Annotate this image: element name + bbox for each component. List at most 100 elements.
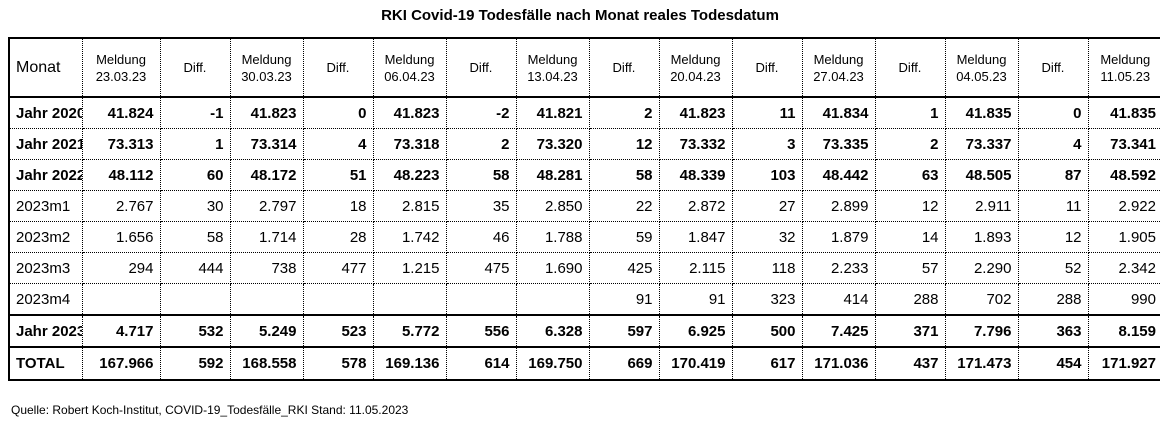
meldung-cell: 2.290: [944, 252, 1019, 284]
diff-cell: 12: [588, 128, 660, 160]
meldung-cell: 41.823: [658, 96, 733, 129]
meldung-cell: 41.824: [81, 96, 161, 129]
header-meldung: Meldung 30.03.23: [229, 37, 304, 98]
meldung-cell: 171.473: [944, 346, 1019, 381]
row-label: 2023m2: [8, 221, 83, 253]
diff-cell: -1: [159, 96, 231, 129]
table-row: Jahr 2022 48.112 60 48.172 51 48.223 58 48.281 5…: [8, 159, 1160, 191]
diff-cell: 614: [445, 346, 517, 381]
diff-cell: 35: [445, 190, 517, 222]
header-diff: Diff.: [874, 37, 946, 98]
meldung-cell: 1.742: [372, 221, 447, 253]
header-meldung: Meldung 06.04.23: [372, 37, 447, 98]
source-note: Quelle: Robert Koch-Institut, COVID-19_T…: [11, 403, 409, 417]
diff-cell: 58: [588, 159, 660, 191]
meldung-cell: 73.313: [81, 128, 161, 160]
header-meldung-label: Meldung: [241, 51, 292, 67]
row-label: Jahr 2023: [8, 314, 83, 348]
meldung-cell: 171.927: [1087, 346, 1160, 381]
row-label: 2023m3: [8, 252, 83, 284]
meldung-cell: 73.320: [515, 128, 590, 160]
diff-cell: 28: [302, 221, 374, 253]
meldung-cell: 2.797: [229, 190, 304, 222]
header-meldung-date: 11.05.23: [1100, 68, 1151, 84]
header-meldung-date: 20.04.23: [670, 68, 721, 84]
header-diff-label: Diff.: [612, 60, 636, 75]
meldung-cell: 2.767: [81, 190, 161, 222]
table-title: RKI Covid-19 Todesfälle nach Monat reale…: [381, 7, 779, 24]
meldung-cell: 1.656: [81, 221, 161, 253]
meldung-cell: 1.690: [515, 252, 590, 284]
header-meldung: Meldung 27.04.23: [801, 37, 876, 98]
diff-cell: 27: [731, 190, 803, 222]
meldung-cell: 170.419: [658, 346, 733, 381]
header-meldung-date: 27.04.23: [813, 68, 864, 84]
meldung-cell: 41.835: [1087, 96, 1160, 129]
diff-cell: 57: [874, 252, 946, 284]
meldung-cell: 73.332: [658, 128, 733, 160]
table-row: 2023m3 294 444 738 477 1.215 475 1.690 425 2.115 1…: [8, 252, 1160, 284]
diff-cell: 425: [588, 252, 660, 284]
diff-cell: 1: [874, 96, 946, 129]
header-meldung: Meldung 11.05.23: [1087, 37, 1160, 98]
diff-cell: 323: [731, 283, 803, 316]
meldung-cell: 294: [81, 252, 161, 284]
diff-cell: 371: [874, 314, 946, 348]
header-meldung-label: Meldung: [384, 51, 435, 67]
diff-cell: 2: [445, 128, 517, 160]
diff-cell: 532: [159, 314, 231, 348]
header-diff: Diff.: [588, 37, 660, 98]
meldung-cell: 1.788: [515, 221, 590, 253]
diff-cell: [445, 283, 517, 316]
meldung-cell: 2.342: [1087, 252, 1160, 284]
diff-cell: 477: [302, 252, 374, 284]
diff-cell: 4: [302, 128, 374, 160]
diff-cell: [159, 283, 231, 316]
meldung-cell: 6.328: [515, 314, 590, 348]
meldung-cell: 169.750: [515, 346, 590, 381]
header-meldung-date: 04.05.23: [956, 68, 1007, 84]
meldung-cell: 167.966: [81, 346, 161, 381]
header-meldung: Meldung 23.03.23: [81, 37, 161, 98]
diff-cell: 475: [445, 252, 517, 284]
header-meldung-date: 30.03.23: [241, 68, 292, 84]
header-monat: Monat: [8, 37, 83, 98]
meldung-cell: 73.337: [944, 128, 1019, 160]
header-meldung: Meldung 04.05.23: [944, 37, 1019, 98]
header-diff: Diff.: [1017, 37, 1089, 98]
diff-cell: 87: [1017, 159, 1089, 191]
header-diff: Diff.: [731, 37, 803, 98]
header-meldung-date: 06.04.23: [384, 68, 435, 84]
meldung-cell: [372, 283, 447, 316]
meldung-cell: 48.442: [801, 159, 876, 191]
meldung-cell: 738: [229, 252, 304, 284]
meldung-cell: 2.872: [658, 190, 733, 222]
diff-cell: 444: [159, 252, 231, 284]
diff-cell: 46: [445, 221, 517, 253]
meldung-cell: 48.592: [1087, 159, 1160, 191]
diff-cell: 523: [302, 314, 374, 348]
header-diff-label: Diff.: [326, 60, 350, 75]
diff-cell: 0: [302, 96, 374, 129]
row-label: Jahr 2020: [8, 96, 83, 129]
meldung-cell: 1.893: [944, 221, 1019, 253]
diff-cell: 63: [874, 159, 946, 191]
meldung-cell: 1.215: [372, 252, 447, 284]
header-meldung-label: Meldung: [956, 51, 1007, 67]
diff-cell: 454: [1017, 346, 1089, 381]
header-meldung-label: Meldung: [670, 51, 721, 67]
meldung-cell: 73.314: [229, 128, 304, 160]
header-meldung-label: Meldung: [96, 51, 146, 67]
meldung-cell: 41.823: [372, 96, 447, 129]
meldung-cell: 414: [801, 283, 876, 316]
meldung-cell: 1.879: [801, 221, 876, 253]
meldung-cell: 7.796: [944, 314, 1019, 348]
table-row: TOTAL 167.966 592 168.558 578 169.136 614 169.7…: [8, 346, 1160, 381]
meldung-cell: 1.905: [1087, 221, 1160, 253]
meldung-cell: 2.233: [801, 252, 876, 284]
diff-cell: 91: [588, 283, 660, 316]
header-diff-label: Diff.: [755, 60, 779, 75]
row-label: Jahr 2021: [8, 128, 83, 160]
diff-cell: 288: [874, 283, 946, 316]
diff-cell: 4: [1017, 128, 1089, 160]
